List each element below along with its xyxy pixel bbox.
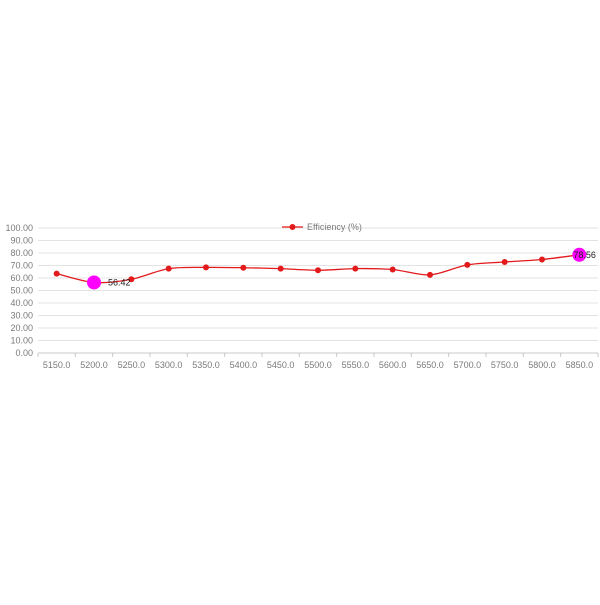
x-tick-label: 5300.0 (155, 360, 183, 370)
y-tick-label: 60.00 (10, 273, 33, 283)
x-tick-label: 5550.0 (342, 360, 370, 370)
y-tick-label: 90.00 (10, 236, 33, 246)
x-tick-label: 5650.0 (416, 360, 444, 370)
legend-point-marker (289, 224, 296, 230)
x-tick-label: 5850.0 (566, 360, 594, 370)
data-point[interactable] (165, 265, 172, 272)
highlight-data-label: 56.42 (108, 277, 131, 287)
legend[interactable]: Efficiency (%) (282, 222, 362, 232)
x-tick-label: 5350.0 (192, 360, 220, 370)
highlight-data-label: 78.56 (573, 250, 596, 260)
data-point[interactable] (315, 267, 321, 274)
data-point[interactable] (427, 271, 433, 278)
highlight-point[interactable] (87, 275, 101, 290)
data-point[interactable] (389, 266, 396, 273)
y-tick-label: 100.00 (5, 223, 33, 233)
y-tick-label: 80.00 (10, 248, 33, 258)
y-tick-label: 20.00 (10, 323, 33, 333)
x-tick-label: 5450.0 (267, 360, 295, 370)
x-tick-label: 5200.0 (80, 360, 108, 370)
y-tick-label: 0.00 (15, 348, 33, 358)
x-tick-label: 5600.0 (379, 360, 407, 370)
x-tick-label: 5750.0 (491, 360, 519, 370)
y-tick-label: 40.00 (10, 298, 33, 308)
y-tick-label: 30.00 (10, 311, 33, 321)
series (53, 247, 587, 290)
data-labels: 56.42 78.56 (108, 250, 596, 288)
x-tick-label: 5150.0 (43, 360, 71, 370)
x-tick-label: 5700.0 (454, 360, 482, 370)
x-tick-label: 5500.0 (304, 360, 332, 370)
y-tick-label: 70.00 (10, 261, 33, 271)
data-point[interactable] (501, 259, 508, 265)
data-point[interactable] (203, 264, 209, 271)
legend-label: Efficiency (%) (307, 222, 362, 232)
data-point[interactable] (352, 265, 359, 272)
x-tick-label: 5800.0 (528, 360, 556, 370)
x-tick-label: 5400.0 (230, 360, 258, 370)
y-tick-label: 10.00 (10, 336, 33, 346)
data-point[interactable] (277, 265, 284, 272)
y-tick-label: 50.00 (10, 286, 33, 296)
data-point[interactable] (464, 261, 471, 268)
axes: 0.00 10.00 20.00 30.00 40.00 50.00 60.00 70.00 8… (5, 223, 599, 370)
x-tick-label: 5250.0 (118, 360, 146, 370)
data-point[interactable] (240, 264, 247, 271)
data-point[interactable] (53, 270, 60, 277)
data-point[interactable] (539, 256, 545, 263)
data-point[interactable] (128, 276, 135, 283)
highlight-point[interactable] (572, 247, 587, 262)
